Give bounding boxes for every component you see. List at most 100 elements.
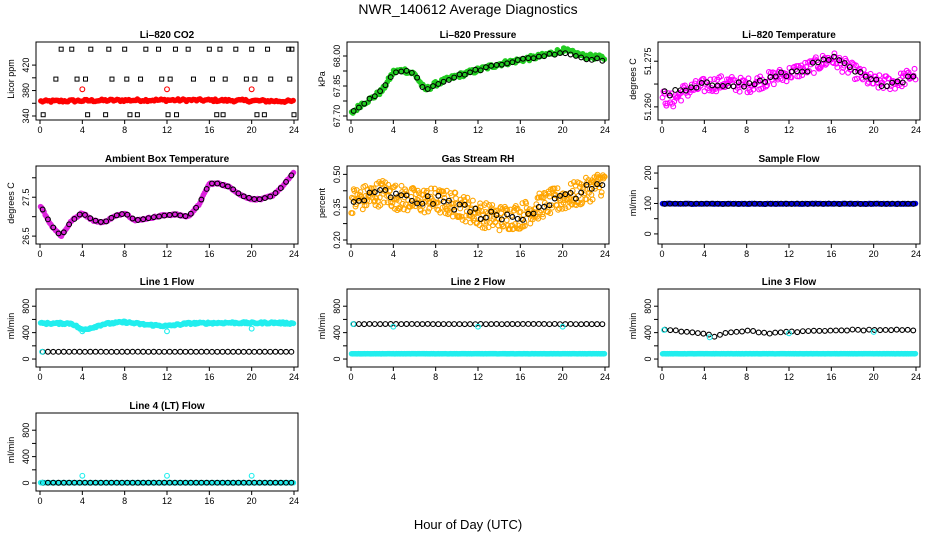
data-point [366,95,373,102]
x-tick-label: 16 [204,249,214,259]
data-point [425,208,432,215]
data-point [55,348,62,355]
panel-title: Li–820 CO2 [140,30,195,41]
data-point [857,69,864,76]
data-point [182,213,189,220]
data-point [746,80,753,87]
data-point [870,329,877,335]
data-point [403,67,410,74]
data-point [140,348,147,355]
data-point [718,73,725,80]
x-tick-label: 20 [558,372,568,382]
data-point [44,348,51,355]
data-point [866,326,873,333]
data-point [841,60,848,66]
data-point [899,79,906,86]
data-point [230,186,237,193]
data-point [350,108,357,114]
series-co2-low [40,112,297,118]
data-point [479,224,486,231]
x-tick-label: 8 [122,125,127,135]
data-point [892,85,898,92]
data-point [822,61,829,68]
data-point [435,321,442,328]
panel-frame [35,412,299,492]
data-point [588,185,595,192]
data-point [424,193,431,200]
data-point [453,200,460,207]
data-point [755,329,762,336]
data-point [700,330,707,337]
data-point [452,195,459,202]
y-tick-label: 26.5 [21,227,31,245]
data-point [541,321,548,327]
data-point [371,189,378,196]
data-point [58,46,64,52]
data-point [475,323,481,330]
x-tick-label: 20 [869,249,879,259]
series-line2-cyan-open [350,321,566,330]
data-point [579,199,586,206]
x-tick-label: 0 [659,372,664,382]
series-line4-black [39,479,295,486]
data-point [873,76,880,83]
data-point [831,50,838,57]
data-point [557,192,563,199]
y-tick-label: 420 [21,58,31,73]
data-point [164,472,170,479]
data-point [445,76,452,83]
data-point [398,68,405,75]
data-point [489,202,496,208]
data-point [382,82,389,89]
data-point [265,46,271,52]
y-tick-label: 380 [21,83,31,98]
data-point [722,329,729,336]
data-point [106,46,112,52]
y-tick-label: 51.260 [643,93,653,121]
data-point [370,185,377,192]
data-point [711,76,718,83]
data-point [509,214,516,220]
x-tick-label: 20 [247,372,257,382]
data-point [562,205,569,212]
data-point [240,193,247,200]
data-point [794,329,801,336]
data-point [583,321,590,327]
data-point [477,67,484,74]
data-point [440,321,447,327]
data-point [219,181,226,188]
data-point [288,479,295,486]
data-point [381,199,387,206]
data-point [261,348,268,355]
data-point [361,321,368,328]
data-point [760,85,767,92]
data-point [762,78,769,85]
data-point [82,348,88,355]
data-point [567,51,574,58]
data-point [435,81,442,87]
panel-title: Li–820 Pressure [440,30,517,41]
data-point [143,46,149,52]
x-tick-label: 20 [558,249,568,259]
data-point [541,53,548,60]
data-point [578,189,585,196]
panel-line2: Line 2 Flow ml/min 0 4 8 12 16 20 24 0 400 800 [317,277,610,382]
x-tick-label: 12 [162,372,172,382]
data-point [831,53,837,60]
data-point [113,348,120,355]
data-point [477,216,484,222]
data-point [912,350,919,357]
data-point [893,326,900,333]
x-tick-label: 20 [247,249,257,259]
panel-title: Line 1 Flow [140,277,195,288]
data-point [182,348,189,355]
data-point [469,197,476,204]
data-point [478,208,485,215]
data-point [377,321,384,328]
data-point [419,200,426,207]
panel-line3: Line 3 Flow ml/min 0 4 8 12 16 20 24 0 400 800 [628,277,921,382]
figure-title: NWR_140612 Average Diagnostics [358,1,578,17]
data-point [482,225,488,232]
data-point [403,188,410,195]
data-point [272,348,279,355]
